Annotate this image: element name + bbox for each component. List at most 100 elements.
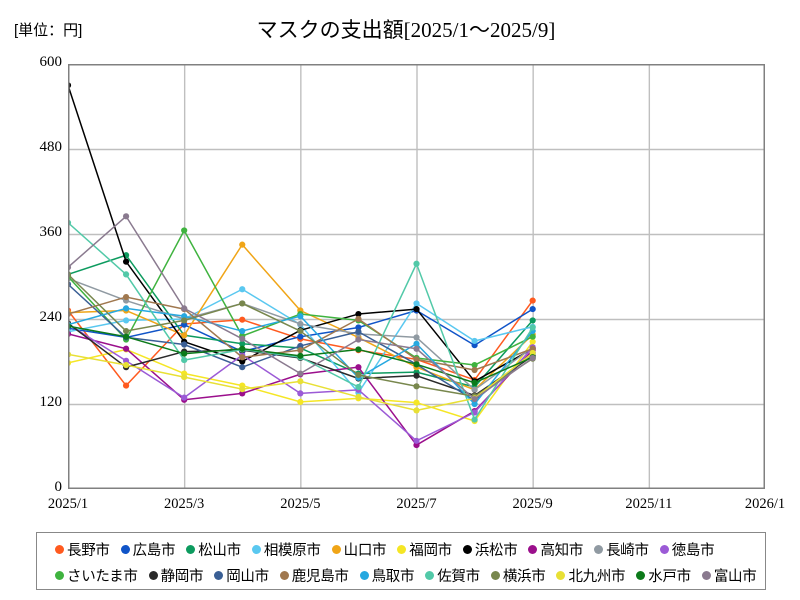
legend-item-佐賀市[interactable]: 佐賀市	[425, 565, 480, 586]
data-point	[413, 399, 420, 406]
data-point	[297, 378, 304, 385]
legend-item-相模原市[interactable]: 相模原市	[251, 539, 321, 560]
legend-marker-icon	[556, 570, 566, 580]
legend-label: 長野市	[67, 542, 110, 559]
y-tick-label: 600	[39, 54, 63, 70]
x-tick-label: 2025/11	[625, 496, 673, 512]
data-point	[413, 437, 420, 444]
legend-marker-icon	[490, 570, 500, 580]
legend-label: 北九州市	[568, 568, 626, 585]
data-point	[297, 342, 304, 350]
data-point	[413, 305, 420, 313]
data-point	[355, 310, 362, 318]
data-point	[239, 340, 246, 347]
data-point	[239, 335, 246, 342]
data-point	[122, 382, 130, 389]
data-point	[181, 313, 188, 320]
data-point	[529, 297, 536, 304]
legend-item-高知市[interactable]: 高知市	[528, 539, 583, 560]
data-point	[529, 349, 536, 357]
legend-row-1: 長野市 広島市 松山市 相模原市 山口市 福岡市 浜松市 高知市 長崎市 徳島市	[37, 536, 765, 562]
legend-row-2: さいたま市 静岡市 岡山市 鹿児島市 鳥取市 佐賀市 横浜市 北九州市 水戸市 富山市	[37, 562, 765, 588]
legend-item-横浜市[interactable]: 横浜市	[490, 565, 546, 586]
data-point	[181, 341, 188, 348]
legend-item-広島市[interactable]: 広島市	[120, 539, 176, 560]
data-point	[413, 300, 420, 307]
x-tick-label: 2025/7	[396, 496, 437, 512]
data-point	[239, 390, 246, 397]
data-point	[122, 361, 130, 369]
legend-item-鹿児島市[interactable]: 鹿児島市	[279, 565, 349, 586]
legend-label: 佐賀市	[437, 568, 480, 585]
legend-item-富山市[interactable]: 富山市	[701, 565, 757, 586]
data-point	[355, 383, 362, 391]
legend-label: 高知市	[540, 542, 584, 559]
unit-label: [単位：円]	[14, 22, 83, 39]
legend-item-水戸市[interactable]: 水戸市	[636, 565, 691, 586]
legend-item-長崎市[interactable]: 長崎市	[594, 539, 649, 560]
data-point	[122, 305, 130, 312]
data-point	[297, 398, 304, 405]
data-point	[239, 316, 246, 323]
data-point	[413, 383, 420, 390]
data-point	[355, 364, 362, 371]
chart-title-text: マスクの支出額[2025/1～2025/9]	[256, 18, 556, 42]
legend-label: 富山市	[713, 568, 757, 585]
data-point	[122, 258, 130, 265]
data-point	[181, 317, 188, 324]
series-19	[68, 213, 536, 403]
legend-marker-icon	[55, 544, 64, 554]
data-point	[413, 441, 420, 449]
legend-item-さいたま市[interactable]: さいたま市	[55, 565, 138, 586]
data-point	[239, 286, 246, 293]
legend-marker-icon	[701, 570, 711, 580]
data-point	[122, 271, 130, 278]
legend-label: 鹿児島市	[291, 568, 349, 585]
legend-item-徳島市[interactable]: 徳島市	[659, 539, 715, 560]
legend-item-山口市[interactable]: 山口市	[331, 539, 387, 560]
legend-item-岡山市[interactable]: 岡山市	[214, 565, 269, 586]
legend-label: さいたま市	[67, 568, 138, 585]
legend-label: 浜松市	[474, 542, 518, 559]
data-point	[529, 354, 536, 362]
series-16	[68, 271, 536, 400]
x-tick-label: 2025/1	[47, 496, 89, 512]
legend-label: 長崎市	[606, 542, 649, 559]
data-point	[122, 333, 130, 340]
data-point	[413, 334, 420, 341]
legend-marker-icon	[462, 544, 472, 554]
series-18	[68, 322, 536, 386]
legend-item-長野市[interactable]: 長野市	[55, 539, 110, 560]
legend-item-松山市[interactable]: 松山市	[186, 539, 241, 560]
data-point	[181, 394, 188, 401]
data-point	[471, 400, 478, 408]
data-point	[181, 373, 188, 381]
data-point	[239, 364, 246, 371]
data-point	[297, 370, 304, 377]
y-tick-label: 0	[54, 479, 63, 495]
data-point	[122, 327, 130, 335]
legend-item-静岡市[interactable]: 静岡市	[148, 565, 204, 586]
legend-item-鳥取市[interactable]: 鳥取市	[359, 565, 415, 586]
data-point	[413, 407, 420, 414]
legend-item-浜松市[interactable]: 浜松市	[462, 539, 518, 560]
data-point	[122, 293, 130, 301]
data-point	[355, 371, 362, 379]
legend-item-北九州市[interactable]: 北九州市	[556, 565, 626, 586]
legend-marker-icon	[279, 570, 289, 580]
data-point	[181, 350, 188, 357]
legend-marker-icon	[148, 570, 158, 580]
legend-label: 松山市	[198, 542, 241, 559]
legend-item-福岡市[interactable]: 福岡市	[397, 539, 452, 560]
data-point	[529, 324, 536, 331]
data-point	[471, 395, 478, 403]
legend-label: 静岡市	[160, 568, 204, 585]
data-point	[297, 390, 304, 397]
legend-label: 徳島市	[671, 542, 715, 559]
data-point	[355, 324, 362, 331]
data-point	[297, 313, 304, 320]
data-point	[529, 333, 536, 340]
x-tick-label: 2026/1	[744, 496, 786, 512]
data-point	[355, 315, 362, 323]
legend-marker-icon	[659, 544, 669, 554]
